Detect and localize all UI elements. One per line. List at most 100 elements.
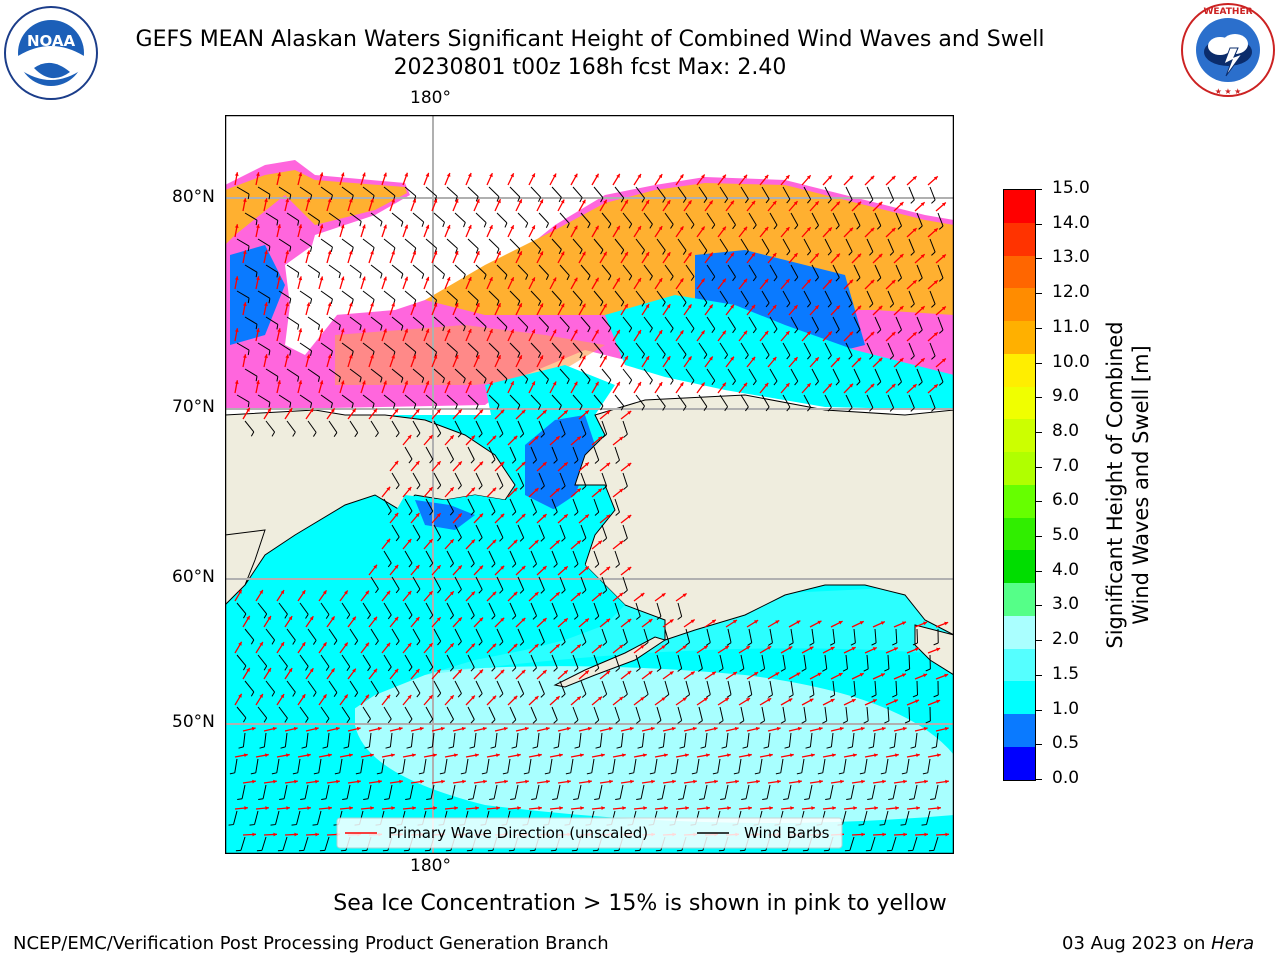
wind-barb-feather [664, 642, 670, 646]
wind-barb [885, 758, 889, 773]
wind-barb-feather [346, 718, 351, 724]
colorbar-tick-mark [1035, 570, 1042, 572]
wave-arrow-head [415, 669, 420, 673]
wave-arrow-head [383, 328, 387, 333]
wave-arrow-head [394, 408, 399, 413]
wave-arrow-head [362, 276, 366, 281]
wave-arrow-head [624, 251, 628, 256]
wind-barb [530, 498, 538, 513]
wave-arrow-head [912, 228, 917, 232]
wind-barb [719, 394, 729, 408]
wind-barb [809, 732, 813, 747]
wind-barb [664, 368, 674, 381]
wave-arrow-head [817, 620, 822, 625]
wind-barb-feather [475, 404, 479, 410]
wave-arrow-head [923, 621, 928, 626]
wave-arrow-head [537, 753, 542, 758]
wave-arrow-head [288, 616, 293, 621]
wind-barb [580, 264, 591, 276]
wind-barb-feather [237, 798, 243, 801]
wind-barb-feather [786, 250, 791, 256]
wind-barb-feather [848, 199, 853, 204]
wind-barb-feather [491, 667, 496, 672]
wave-arrow-head [449, 591, 454, 596]
wave-arrow-head [398, 726, 403, 731]
wind-barb [265, 212, 279, 221]
wind-barb [853, 680, 856, 695]
wind-barb [509, 238, 521, 250]
colorbar-tick-mark [1035, 640, 1042, 642]
wind-barb [803, 654, 807, 669]
wind-barb [446, 290, 458, 301]
colorbar-tick-mark [1035, 189, 1042, 190]
wave-arrow-head [492, 695, 497, 700]
wave-arrow-head [285, 198, 290, 203]
wave-arrow-head [576, 540, 581, 545]
colorbar-tick-mark [1035, 779, 1042, 780]
wind-barb-feather [662, 198, 666, 203]
wind-barb [320, 394, 333, 404]
wind-barb [412, 680, 421, 694]
wind-barb-feather [718, 720, 724, 724]
wind-barb-feather [822, 720, 827, 724]
wind-barb-feather [698, 720, 703, 724]
wave-arrow-head [903, 779, 907, 784]
wave-arrow-head [789, 753, 794, 758]
wave-arrow-head [510, 329, 514, 334]
wind-barb [677, 394, 687, 407]
wind-barb [782, 706, 786, 721]
wind-barb-feather [573, 511, 579, 516]
wind-barb [444, 758, 448, 773]
wind-barb-feather [553, 746, 559, 749]
wave-arrow-head [552, 277, 557, 282]
wind-barb [593, 186, 604, 199]
wind-barb [884, 810, 889, 825]
colorbar-segment [1004, 747, 1035, 780]
wave-arrow-head [920, 254, 925, 259]
wind-barb [370, 212, 383, 222]
wind-barb-feather [910, 303, 915, 308]
wind-barb [937, 212, 944, 227]
wave-arrow-head [504, 779, 508, 784]
wind-barb [887, 394, 895, 409]
wave-arrow-head [391, 806, 395, 810]
wind-barb [635, 394, 645, 407]
wind-barb-feather [910, 251, 915, 256]
wind-barb-feather [700, 746, 706, 749]
wind-barb [895, 212, 902, 227]
wind-barb-feather [641, 353, 645, 359]
wave-arrow-head [751, 252, 756, 257]
wave-arrow-head [899, 202, 904, 206]
wave-arrow-head [870, 383, 875, 388]
wind-barb [614, 602, 620, 617]
wave-arrow-head [476, 251, 480, 256]
wave-arrow-head [471, 591, 475, 596]
wind-barb-feather [829, 642, 835, 646]
wind-barb [803, 342, 812, 356]
wind-barb [845, 186, 853, 200]
wind-barb-feather [670, 328, 674, 333]
wave-arrow-head [482, 726, 487, 731]
wind-barb-feather [615, 563, 620, 568]
wind-barb [509, 342, 521, 354]
wind-barb-feather [289, 402, 292, 408]
colorbar-segment [1004, 255, 1035, 289]
wind-barb-feather [807, 354, 812, 360]
wind-barb-feather [502, 772, 508, 775]
lon-label-top: 180° [410, 88, 451, 108]
wind-barb [803, 186, 812, 200]
wind-barb-feather [279, 798, 285, 801]
wind-barb [538, 368, 549, 380]
wave-arrow-head [748, 806, 752, 810]
wind-barb-feather [827, 303, 832, 308]
wind-barb [454, 524, 462, 538]
wave-arrow-head [679, 174, 684, 179]
colorbar-tick-mark [1035, 605, 1042, 607]
wave-arrow-head [830, 698, 835, 703]
wave-arrow-head [404, 224, 409, 229]
wind-barb [664, 264, 674, 277]
colorbar-tick-label: 1.0 [1052, 698, 1080, 719]
wind-barb [325, 784, 330, 799]
wave-arrow-head [433, 198, 438, 203]
wind-barb [362, 342, 375, 352]
